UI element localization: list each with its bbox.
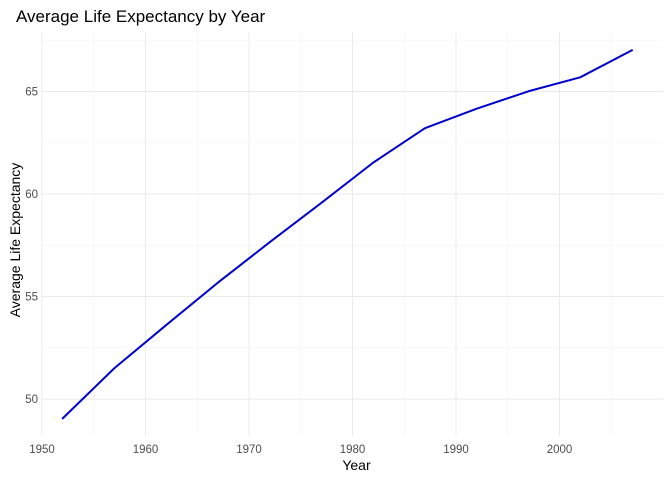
tick-labels: 1950 1960 1970 1980 1990 2000 50 55 60 65: [25, 86, 572, 456]
y-tick-label: 60: [25, 189, 38, 201]
series-layer: [61, 49, 633, 420]
x-tick-label: 1970: [236, 444, 262, 456]
chart-title: Average Life Expectancy by Year: [16, 7, 266, 26]
grid: [41, 32, 663, 436]
x-tick-label: 1980: [340, 444, 366, 456]
x-tick-label: 1950: [29, 444, 55, 456]
x-tick-label: 1960: [133, 444, 159, 456]
series-line: [61, 49, 633, 420]
y-tick-label: 65: [25, 86, 38, 98]
x-tick-label: 1990: [443, 444, 469, 456]
x-tick-label: 2000: [547, 444, 573, 456]
y-tick-label: 55: [25, 292, 38, 304]
y-tick-label: 50: [25, 394, 38, 406]
y-axis-title: Average Life Expectancy: [7, 163, 23, 318]
x-axis-title: Year: [342, 457, 371, 473]
